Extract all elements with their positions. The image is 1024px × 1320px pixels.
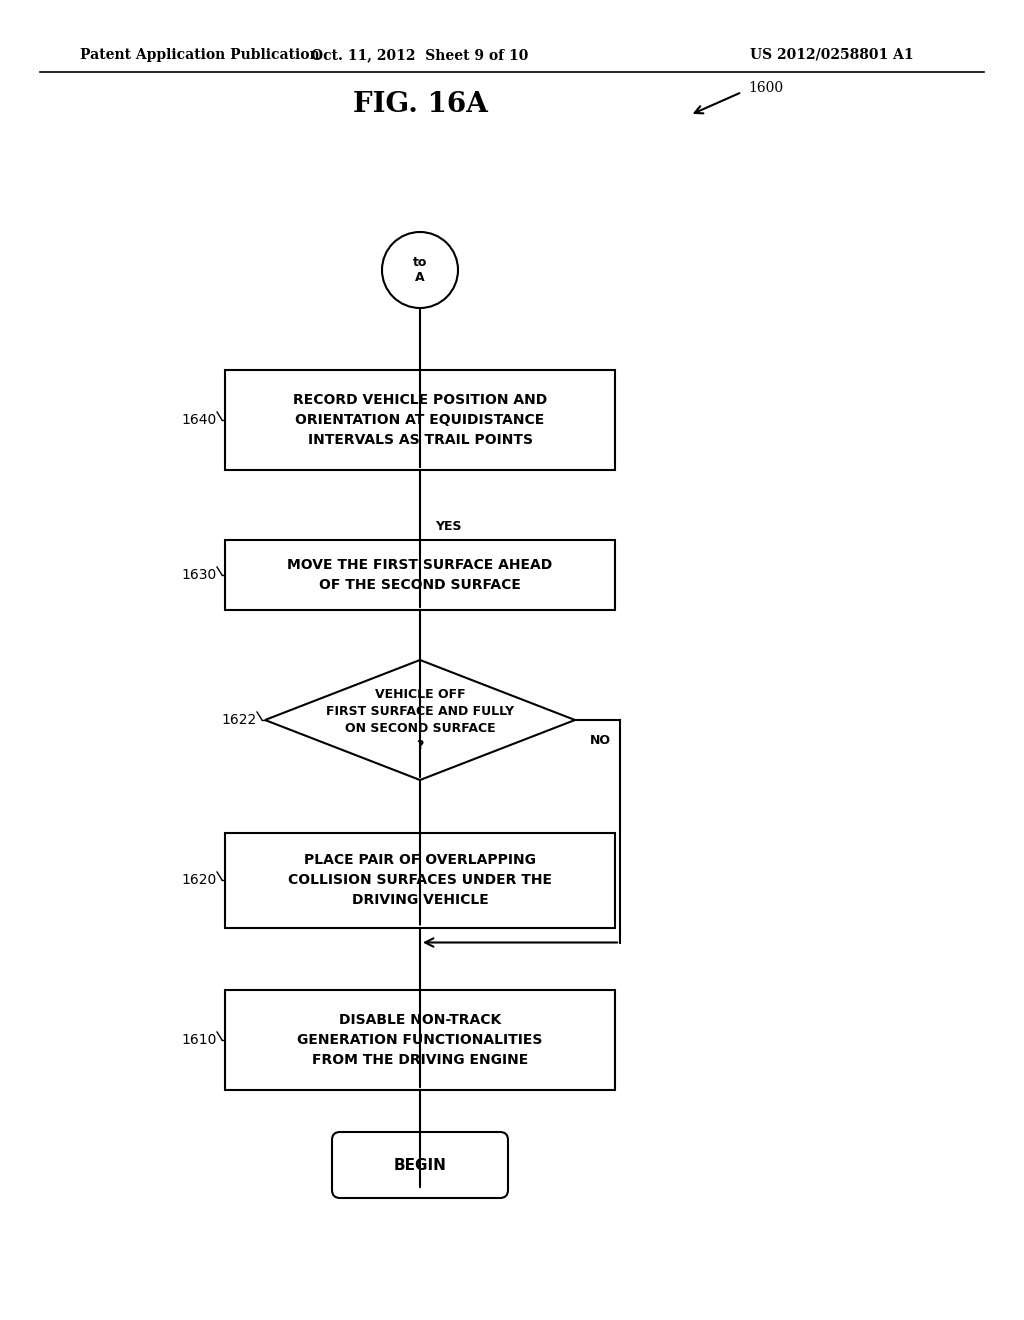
Text: 1620: 1620 <box>181 873 217 887</box>
Text: FIG. 16A: FIG. 16A <box>352 91 487 119</box>
Text: DISABLE NON-TRACK
GENERATION FUNCTIONALITIES
FROM THE DRIVING ENGINE: DISABLE NON-TRACK GENERATION FUNCTIONALI… <box>297 1014 543 1067</box>
Text: VEHICLE OFF
FIRST SURFACE AND FULLY
ON SECOND SURFACE
?: VEHICLE OFF FIRST SURFACE AND FULLY ON S… <box>326 688 514 752</box>
Text: to
A: to A <box>413 256 427 284</box>
Bar <box>225 370 615 470</box>
Text: 1600: 1600 <box>748 81 783 95</box>
FancyBboxPatch shape <box>332 1133 508 1199</box>
Text: YES: YES <box>435 520 462 533</box>
Bar <box>225 540 615 610</box>
Text: NO: NO <box>590 734 611 747</box>
Text: PLACE PAIR OF OVERLAPPING
COLLISION SURFACES UNDER THE
DRIVING VEHICLE: PLACE PAIR OF OVERLAPPING COLLISION SURF… <box>288 854 552 907</box>
Text: 1610: 1610 <box>181 1034 217 1047</box>
Bar <box>225 833 615 928</box>
Bar <box>225 990 615 1090</box>
Text: 1622: 1622 <box>222 713 257 727</box>
Text: 1640: 1640 <box>181 413 217 426</box>
Circle shape <box>382 232 458 308</box>
Text: MOVE THE FIRST SURFACE AHEAD
OF THE SECOND SURFACE: MOVE THE FIRST SURFACE AHEAD OF THE SECO… <box>288 558 553 591</box>
Text: US 2012/0258801 A1: US 2012/0258801 A1 <box>750 48 913 62</box>
Text: BEGIN: BEGIN <box>393 1158 446 1172</box>
Text: 1630: 1630 <box>181 568 217 582</box>
Text: RECORD VEHICLE POSITION AND
ORIENTATION AT EQUIDISTANCE
INTERVALS AS TRAIL POINT: RECORD VEHICLE POSITION AND ORIENTATION … <box>293 393 547 446</box>
Text: Patent Application Publication: Patent Application Publication <box>80 48 319 62</box>
Polygon shape <box>265 660 575 780</box>
Text: Oct. 11, 2012  Sheet 9 of 10: Oct. 11, 2012 Sheet 9 of 10 <box>311 48 528 62</box>
